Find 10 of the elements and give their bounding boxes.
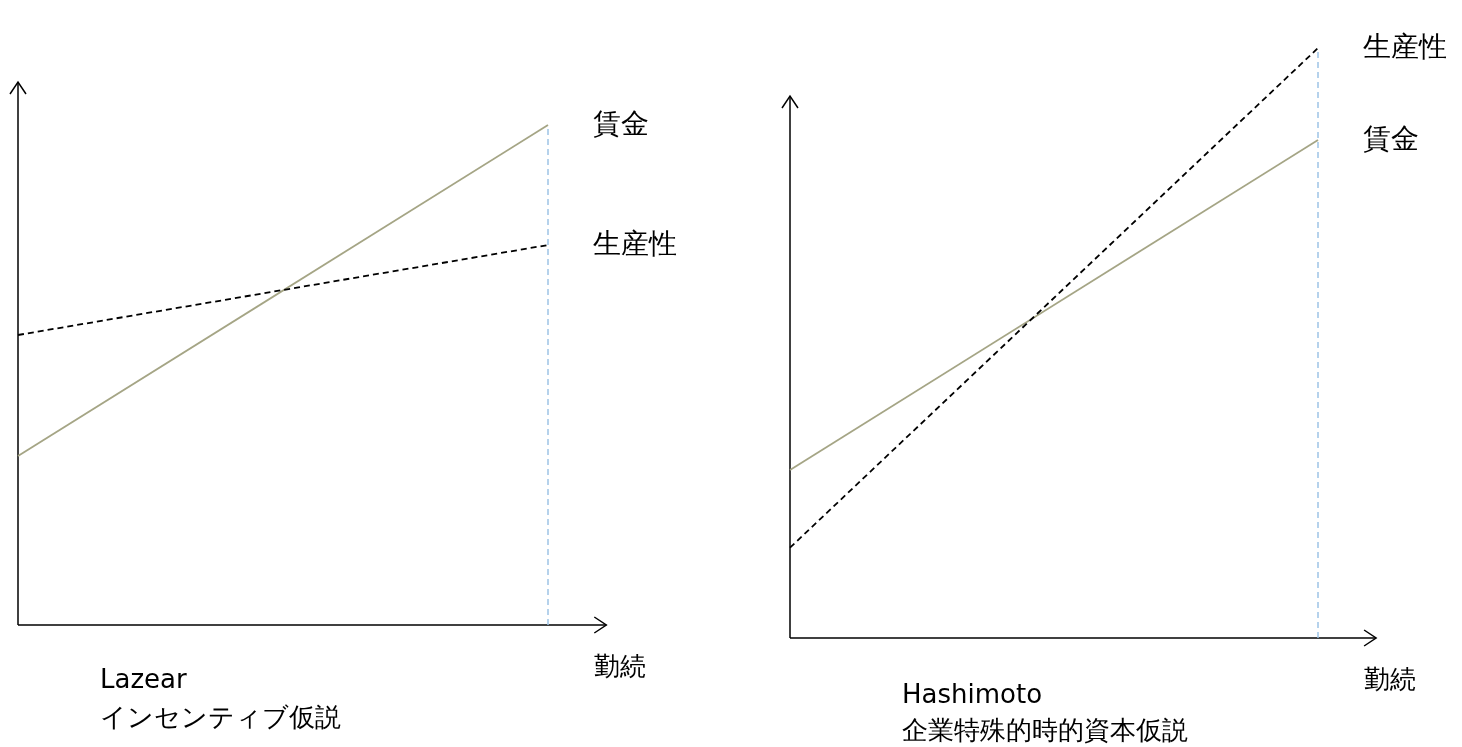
x-axis-title: 勤続 (594, 651, 647, 681)
x-axis-title: 勤続 (1364, 664, 1417, 694)
text: Lazear (100, 664, 187, 694)
series-label: 賃金 (1363, 122, 1419, 156)
series-label: 生産性 (593, 227, 677, 260)
text: Hashimoto (902, 679, 1043, 709)
text: 企業特殊的時的資本仮説 (902, 715, 1188, 745)
series-label: 生産性 (1363, 30, 1447, 63)
series-label: 賃金 (593, 107, 649, 140)
text: インセンティブ仮説 (100, 702, 341, 732)
